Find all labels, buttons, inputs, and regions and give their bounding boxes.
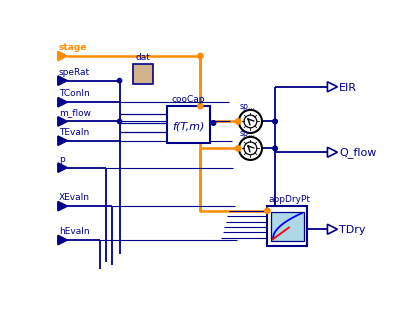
Polygon shape	[58, 98, 67, 107]
Circle shape	[235, 119, 240, 124]
Polygon shape	[58, 163, 67, 172]
Text: Q_flow: Q_flow	[338, 148, 375, 159]
Text: f(T,m): f(T,m)	[172, 121, 204, 131]
Bar	[271, 211, 303, 241]
Text: EIR: EIR	[338, 83, 356, 93]
Text: sp...: sp...	[239, 102, 255, 111]
Circle shape	[197, 103, 202, 109]
Polygon shape	[58, 202, 67, 211]
Circle shape	[238, 137, 261, 160]
Text: cooCap: cooCap	[171, 95, 205, 105]
Text: XEvaIn: XEvaIn	[59, 193, 90, 202]
Text: stage: stage	[59, 43, 87, 52]
Text: TConIn: TConIn	[59, 89, 89, 98]
Bar	[267, 206, 307, 246]
Circle shape	[235, 146, 240, 151]
Text: TDry: TDry	[338, 225, 365, 235]
Text: TEvaIn: TEvaIn	[59, 128, 89, 137]
Text: speRat: speRat	[59, 68, 90, 77]
Circle shape	[243, 115, 256, 128]
Polygon shape	[326, 224, 337, 234]
Circle shape	[117, 119, 121, 123]
Bar	[132, 64, 152, 84]
Text: sp...: sp...	[239, 129, 255, 138]
Circle shape	[264, 208, 269, 213]
Polygon shape	[58, 76, 67, 85]
Circle shape	[117, 78, 121, 83]
Circle shape	[211, 121, 215, 125]
Circle shape	[238, 110, 261, 133]
Bar	[167, 106, 209, 143]
Polygon shape	[58, 117, 67, 126]
Polygon shape	[326, 82, 337, 92]
Text: appDryPt: appDryPt	[268, 195, 310, 204]
Text: hEvaIn: hEvaIn	[59, 227, 89, 236]
Text: dat: dat	[135, 53, 150, 62]
Text: m_flow: m_flow	[59, 108, 90, 118]
Polygon shape	[58, 235, 67, 245]
Text: p: p	[59, 155, 64, 164]
Polygon shape	[326, 147, 337, 157]
Polygon shape	[58, 51, 67, 61]
Circle shape	[197, 53, 202, 59]
Polygon shape	[58, 136, 67, 145]
Circle shape	[272, 146, 277, 151]
Circle shape	[243, 142, 256, 155]
Circle shape	[272, 119, 277, 124]
